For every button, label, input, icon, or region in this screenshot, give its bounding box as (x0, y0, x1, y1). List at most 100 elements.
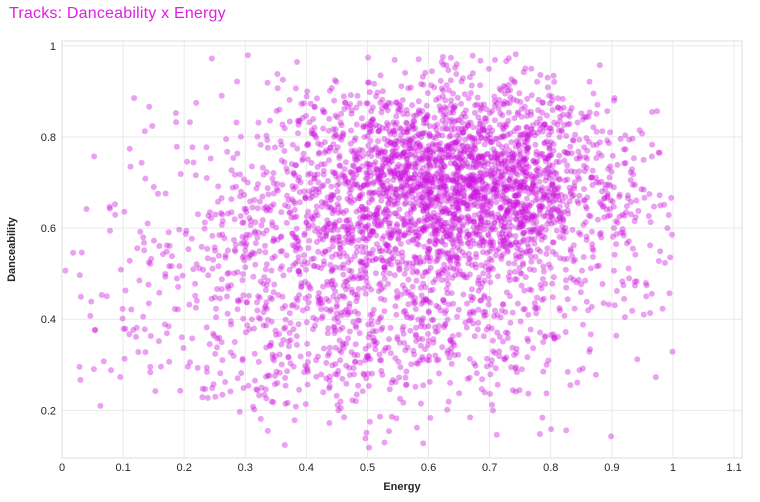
data-point (514, 172, 521, 178)
data-point (244, 179, 251, 186)
data-point (426, 353, 433, 360)
data-point (497, 134, 504, 141)
data-point (305, 140, 311, 147)
data-point (510, 78, 517, 85)
data-point (431, 162, 438, 169)
data-point (448, 231, 455, 238)
data-point (383, 102, 389, 109)
data-point (413, 228, 420, 235)
data-point (649, 141, 656, 148)
data-point (112, 201, 118, 208)
data-point (456, 117, 462, 124)
data-point (310, 326, 316, 333)
data-point (332, 371, 339, 378)
data-point (581, 186, 587, 192)
data-point (162, 190, 169, 197)
data-point (357, 274, 364, 281)
data-point (522, 65, 529, 72)
data-point (296, 174, 303, 181)
data-point (479, 238, 486, 245)
data-point (461, 91, 468, 98)
data-point (379, 257, 386, 264)
data-point (472, 146, 479, 153)
data-point (544, 245, 551, 252)
data-point (90, 366, 97, 373)
data-point (466, 356, 473, 362)
data-point (357, 228, 363, 235)
data-point (371, 211, 378, 218)
data-point (429, 179, 436, 186)
data-point (493, 247, 500, 254)
data-point (443, 198, 450, 205)
data-point (382, 240, 389, 247)
data-point (524, 217, 531, 224)
data-point (356, 206, 363, 213)
data-point (400, 111, 407, 117)
data-point (286, 329, 293, 336)
data-point (290, 262, 297, 269)
data-point (387, 183, 394, 190)
data-point (549, 107, 556, 113)
data-point (527, 131, 534, 138)
data-point (318, 161, 325, 168)
data-point (546, 144, 553, 151)
data-point (405, 175, 412, 182)
data-point (500, 171, 507, 178)
data-point (370, 213, 377, 220)
data-point (195, 211, 201, 218)
data-point (669, 348, 676, 355)
data-point (366, 215, 373, 221)
data-point (218, 210, 225, 216)
data-point (499, 160, 506, 167)
y-tick-label: 0.2 (41, 405, 56, 417)
data-point (426, 357, 432, 364)
data-point (331, 207, 337, 214)
data-point (158, 363, 164, 370)
data-point (286, 118, 293, 125)
data-point (471, 177, 478, 183)
data-point (444, 406, 451, 413)
data-point (365, 142, 372, 149)
data-point (420, 440, 427, 447)
data-point (548, 139, 555, 146)
data-point (337, 357, 344, 364)
data-point (451, 126, 458, 132)
data-point (525, 390, 532, 397)
data-point (332, 112, 339, 119)
data-point (251, 196, 258, 203)
data-point (513, 162, 520, 169)
data-point (547, 210, 554, 217)
data-point (454, 254, 461, 261)
data-point (271, 253, 278, 260)
data-point (472, 155, 479, 162)
data-point (336, 250, 343, 257)
data-point (291, 417, 298, 424)
data-point (318, 315, 325, 322)
data-point (562, 177, 568, 184)
data-point (479, 204, 486, 211)
data-point (538, 285, 545, 292)
data-point (411, 160, 418, 167)
data-point (416, 226, 423, 232)
data-point (468, 194, 475, 201)
data-point (300, 155, 306, 162)
data-point (402, 381, 409, 388)
data-point (451, 118, 458, 125)
data-point (347, 101, 354, 108)
data-point (253, 386, 260, 393)
data-point (304, 340, 311, 347)
data-point (501, 164, 508, 171)
data-point (434, 184, 441, 191)
data-point (329, 253, 335, 260)
data-point (411, 351, 418, 358)
data-point (460, 271, 467, 278)
data-point (339, 312, 345, 319)
data-point (420, 280, 427, 287)
data-point (524, 145, 531, 152)
data-point (420, 199, 426, 206)
data-point (605, 181, 612, 188)
data-point (601, 195, 608, 202)
data-point (189, 144, 196, 151)
data-point (524, 173, 531, 180)
data-point (403, 368, 410, 375)
